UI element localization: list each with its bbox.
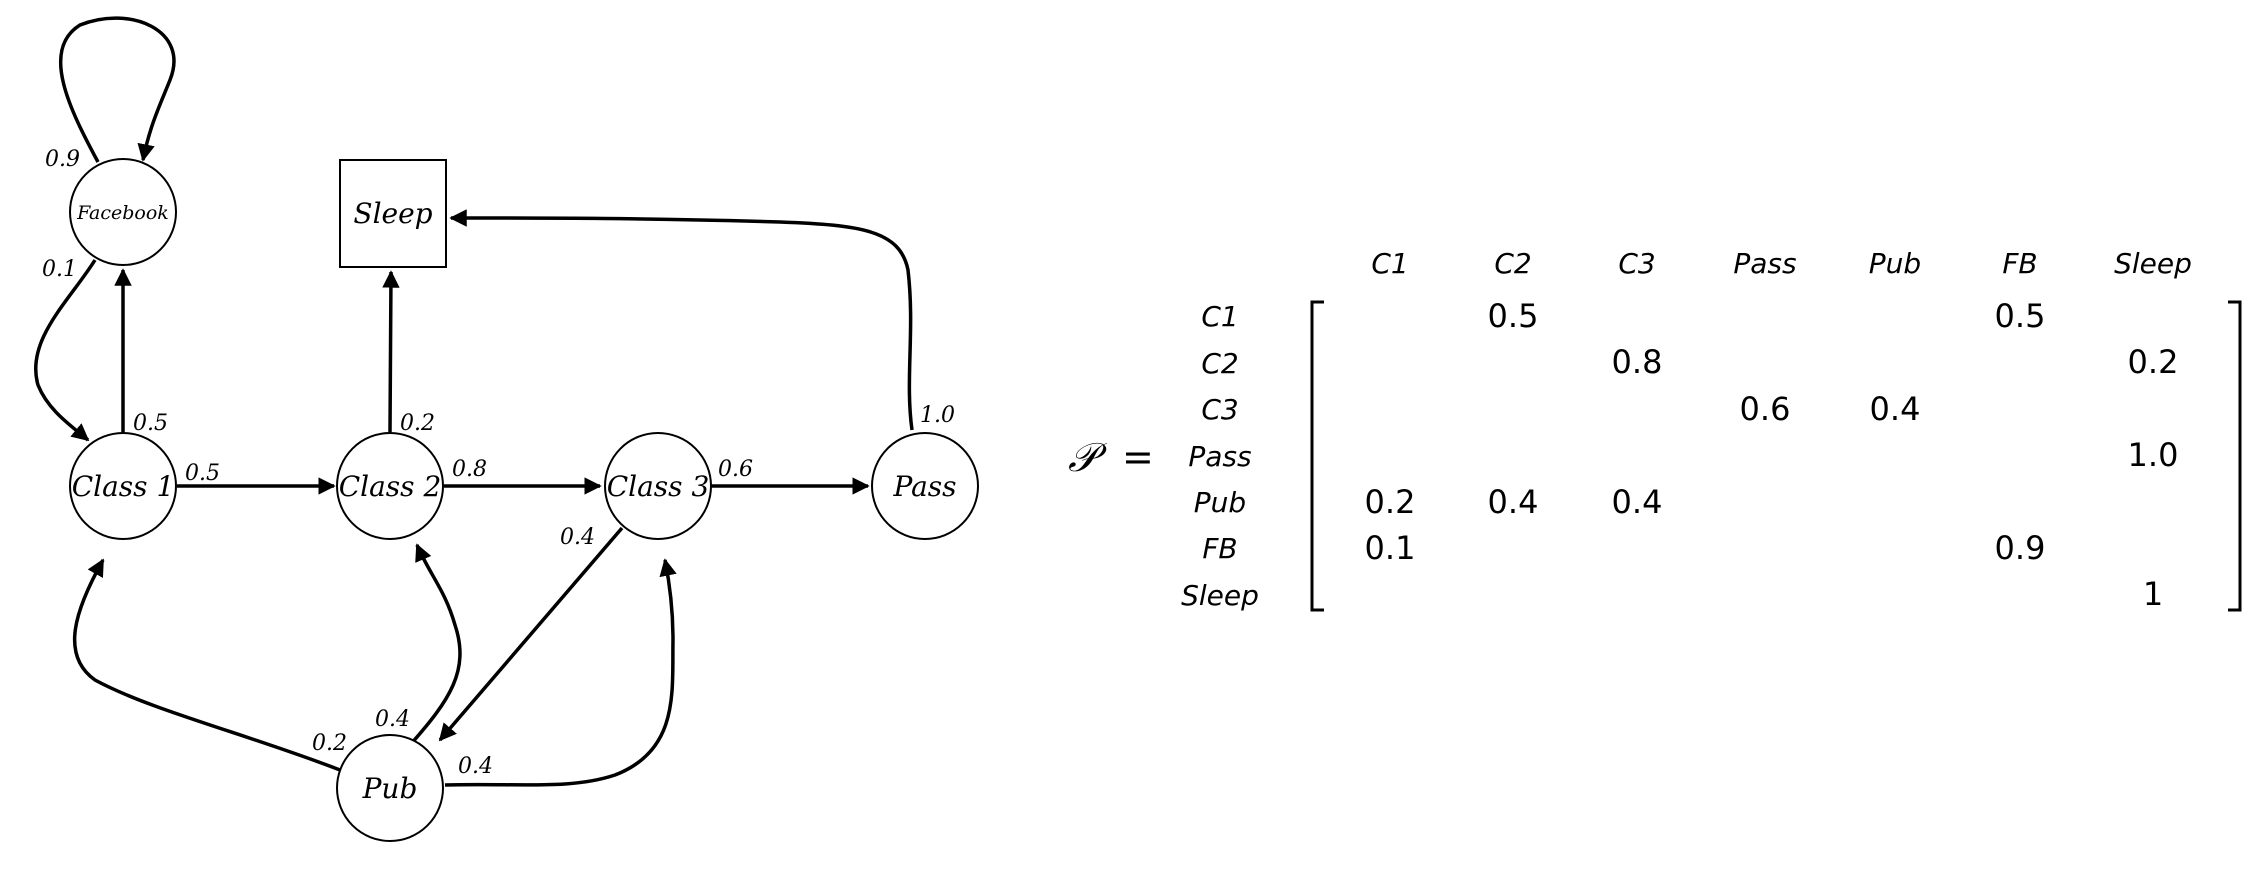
row-header: FB [1202, 532, 1237, 565]
matrix-cell: 0.1 [1365, 529, 1416, 567]
edge-label-c3-to-pub: 0.4 [560, 525, 595, 550]
matrix-symbol: 𝒫 [1068, 435, 1108, 481]
edge-facebook-self [58, 16, 176, 163]
edge-label-c2-to-c3: 0.8 [452, 457, 487, 482]
node-label-pass: Pass [892, 470, 956, 503]
edge-class3-to-pub [438, 526, 624, 742]
matrix-row: 1 [2143, 575, 2163, 613]
col-header: Pass [1733, 247, 1796, 280]
row-header: Pub [1194, 486, 1246, 519]
node-label-class2: Class 2 [339, 470, 442, 503]
col-header: C2 [1494, 247, 1531, 280]
matrix-cell: 0.6 [1740, 390, 1791, 428]
node-pass: Pass [871, 432, 979, 540]
edge-pub-to-class1 [72, 558, 341, 772]
col-header: C1 [1371, 247, 1408, 280]
matrix-cell: 0.2 [2128, 343, 2179, 381]
edge-pass-to-sleep [449, 209, 914, 431]
node-class2: Class 2 [336, 432, 444, 540]
edge-facebook-to-class1 [34, 259, 97, 442]
matrix-cell: 1.0 [2128, 436, 2179, 474]
edge-class2-to-sleep [382, 270, 400, 433]
node-sleep: Sleep [339, 159, 447, 268]
node-pub: Pub [336, 734, 444, 842]
edge-label-fb-to-c1: 0.1 [42, 257, 77, 282]
row-header: C2 [1201, 347, 1238, 380]
matrix-cell: 0.4 [1870, 390, 1921, 428]
edges [34, 16, 914, 787]
edge-label-pub-to-c2: 0.4 [375, 707, 410, 732]
row-header: C3 [1201, 393, 1238, 426]
matrix-row: 0.1 0.9 [1365, 529, 2046, 567]
row-header: Pass [1188, 440, 1251, 473]
matrix-column-headers: C1 C2 C3 Pass Pub FB Sleep [1371, 247, 2192, 280]
node-facebook: Facebook [69, 158, 177, 266]
matrix-equals: = [1122, 435, 1154, 479]
matrix-cell: 0.4 [1488, 483, 1539, 521]
matrix-cell: 0.8 [1612, 343, 1663, 381]
matrix-cell: 1 [2143, 575, 2163, 613]
matrix-row: 0.8 0.2 [1612, 343, 2179, 381]
matrix-left-bracket [1310, 300, 1324, 612]
matrix-cell: 0.4 [1612, 483, 1663, 521]
transition-matrix: 𝒫 = C1 C2 C3 Pass Pub FB Sleep C1 C2 C3 … [1068, 247, 2242, 613]
edge-labels: 0.9 0.1 0.5 0.5 0.2 0.8 0.6 1.0 0.4 0.2 … [42, 147, 955, 779]
edge-label-fb-self: 0.9 [45, 147, 80, 172]
matrix-cell: 0.9 [1995, 529, 2046, 567]
node-label-class3: Class 3 [607, 470, 710, 503]
matrix-cell: 0.5 [1995, 297, 2046, 335]
matrix-row: 0.6 0.4 [1740, 390, 1921, 428]
node-label-facebook: Facebook [76, 202, 169, 224]
edge-label-c3-to-pass: 0.6 [718, 457, 753, 482]
row-header: Sleep [1181, 579, 1259, 612]
node-label-pub: Pub [362, 772, 418, 805]
matrix-row: 0.5 0.5 [1488, 297, 2046, 335]
node-label-sleep: Sleep [353, 197, 432, 230]
node-label-class1: Class 1 [72, 470, 175, 503]
edge-label-pass-to-sleep: 1.0 [920, 403, 955, 428]
edge-label-c1-to-c2: 0.5 [185, 461, 220, 486]
matrix-cell: 0.2 [1365, 483, 1416, 521]
edge-label-c1-to-fb: 0.5 [133, 411, 168, 436]
node-class3: Class 3 [604, 432, 712, 540]
row-header: C1 [1201, 300, 1238, 333]
col-header: Sleep [2114, 247, 2192, 280]
edge-label-pub-to-c3: 0.4 [458, 754, 493, 779]
col-header: C3 [1618, 247, 1655, 280]
matrix-row: 0.2 0.4 0.4 [1365, 483, 1663, 521]
node-class1: Class 1 [69, 432, 177, 540]
matrix-row: 1.0 [2128, 436, 2179, 474]
edge-label-c2-to-sleep: 0.2 [400, 411, 435, 436]
col-header: FB [2002, 247, 2037, 280]
edge-label-pub-to-c1: 0.2 [312, 731, 347, 756]
col-header: Pub [1869, 247, 1921, 280]
matrix-cell: 0.5 [1488, 297, 1539, 335]
matrix-row-headers: C1 C2 C3 Pass Pub FB Sleep [1181, 300, 1259, 612]
edge-pub-to-class2 [408, 543, 462, 747]
edge-pub-to-class3 [444, 558, 677, 787]
matrix-right-bracket [2228, 300, 2242, 612]
